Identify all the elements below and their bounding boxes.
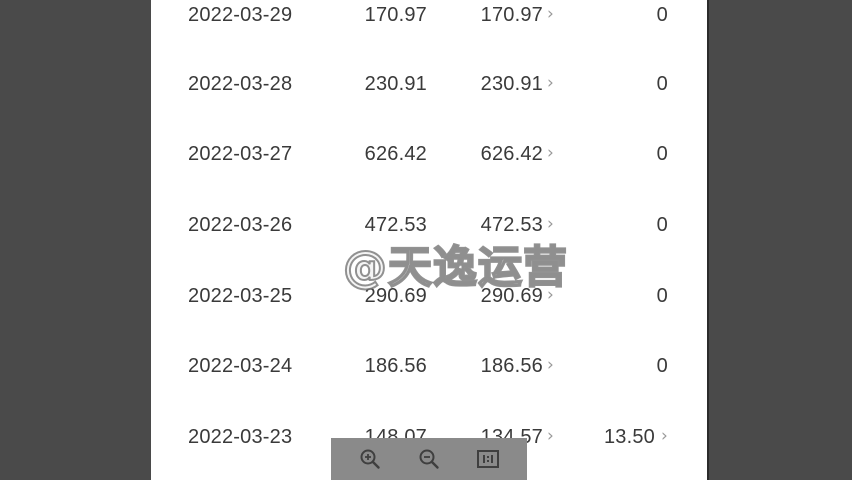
zoom-toolbar [331, 438, 527, 480]
date-cell: 2022-03-26 [188, 214, 293, 236]
chevron-right-icon[interactable]: › [547, 426, 554, 446]
value-cell[interactable]: 13.50 [603, 426, 655, 448]
chevron-right-icon[interactable]: › [547, 143, 554, 163]
chevron-right-icon[interactable]: › [661, 426, 668, 446]
value-cell: 472.53 [480, 214, 543, 236]
zoom-in-button[interactable] [355, 444, 385, 474]
screenshot-page: 2022-03-29 170.97 170.97 › 0 2022-03-28 … [151, 0, 707, 480]
date-cell: 2022-03-25 [188, 285, 293, 307]
date-cell: 2022-03-27 [188, 143, 293, 165]
value-cell: 186.56 [480, 355, 543, 377]
value-cell: 0 [656, 4, 668, 26]
table-row[interactable]: 2022-03-26 472.53 472.53 › 0 [151, 205, 707, 245]
chevron-right-icon[interactable]: › [547, 73, 554, 93]
value-cell: 0 [656, 285, 668, 307]
value-cell: 290.69 [480, 285, 543, 307]
value-cell: 0 [656, 73, 668, 95]
chevron-right-icon[interactable]: › [547, 355, 554, 375]
value-cell: 170.97 [480, 4, 543, 26]
actual-size-button[interactable] [473, 444, 503, 474]
value-cell: 0 [656, 214, 668, 236]
value-cell: 0 [656, 355, 668, 377]
value-cell: 170.97 [364, 4, 427, 26]
zoom-in-icon [360, 449, 381, 469]
value-cell: 626.42 [364, 143, 427, 165]
value-cell: 0 [656, 143, 668, 165]
chevron-right-icon[interactable]: › [547, 214, 554, 234]
zoom-out-button[interactable] [414, 444, 444, 474]
table-row[interactable]: 2022-03-29 170.97 170.97 › 0 [151, 0, 707, 35]
zoom-out-icon [419, 449, 439, 469]
date-cell: 2022-03-24 [188, 355, 293, 377]
value-cell: 626.42 [480, 143, 543, 165]
value-cell: 186.56 [364, 355, 427, 377]
table-row[interactable]: 2022-03-25 290.69 290.69 › 0 [151, 276, 707, 316]
table-row[interactable]: 2022-03-24 186.56 186.56 › 0 [151, 346, 707, 386]
table-row[interactable]: 2022-03-27 626.42 626.42 › 0 [151, 134, 707, 174]
date-cell: 2022-03-23 [188, 426, 293, 448]
value-cell: 230.91 [480, 73, 543, 95]
table-row[interactable]: 2022-03-28 230.91 230.91 › 0 [151, 64, 707, 104]
actual-size-icon [476, 450, 499, 468]
value-cell: 472.53 [364, 214, 427, 236]
value-cell: 230.91 [364, 73, 427, 95]
date-cell: 2022-03-28 [188, 73, 293, 95]
chevron-right-icon[interactable]: › [547, 285, 554, 305]
value-cell: 290.69 [364, 285, 427, 307]
date-cell: 2022-03-29 [188, 4, 293, 26]
page-edge [707, 0, 709, 480]
chevron-right-icon[interactable]: › [547, 4, 554, 24]
